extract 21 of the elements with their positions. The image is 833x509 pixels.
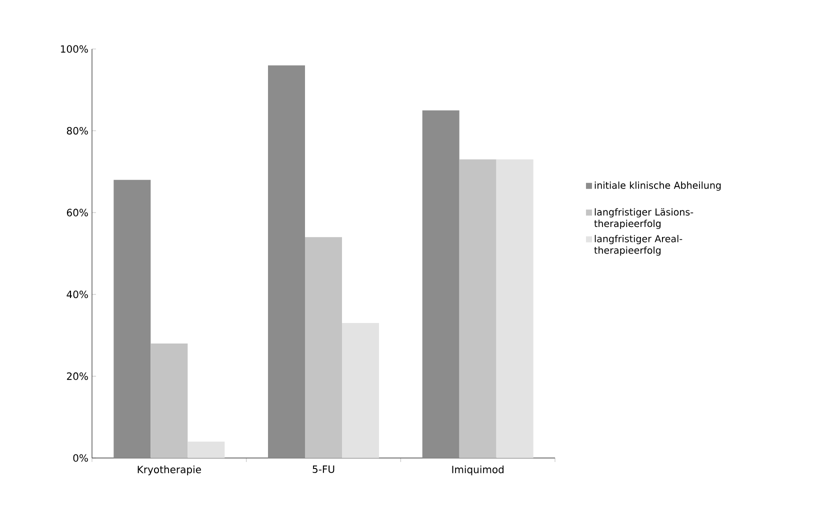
- bar: [150, 343, 188, 458]
- bar: [188, 442, 225, 458]
- bar: [342, 323, 379, 458]
- bar: [496, 159, 534, 458]
- legend-label: langfristiger Läsions-therapieerfolg: [594, 208, 694, 229]
- y-tick-label: 20%: [66, 372, 88, 380]
- x-tick-label: 5-FU: [312, 466, 334, 473]
- bar: [305, 237, 342, 458]
- bar: [114, 180, 151, 458]
- y-tick-label: 60%: [66, 208, 88, 216]
- y-tick-label: 0%: [73, 454, 88, 462]
- y-tick-label: 80%: [66, 127, 88, 135]
- legend-label: initiale klinische Abheilung: [594, 182, 721, 191]
- x-tick-label: Kryotherapie: [138, 466, 201, 476]
- legend-label: langfristiger Areal-therapieerfolg: [594, 234, 682, 256]
- y-tick-label: 40%: [66, 290, 88, 298]
- x-tick-label: Imiquimod: [452, 466, 504, 476]
- bar: [268, 65, 305, 458]
- bar: [422, 110, 460, 458]
- bar: [459, 159, 496, 458]
- y-tick-label: 100%: [60, 45, 88, 53]
